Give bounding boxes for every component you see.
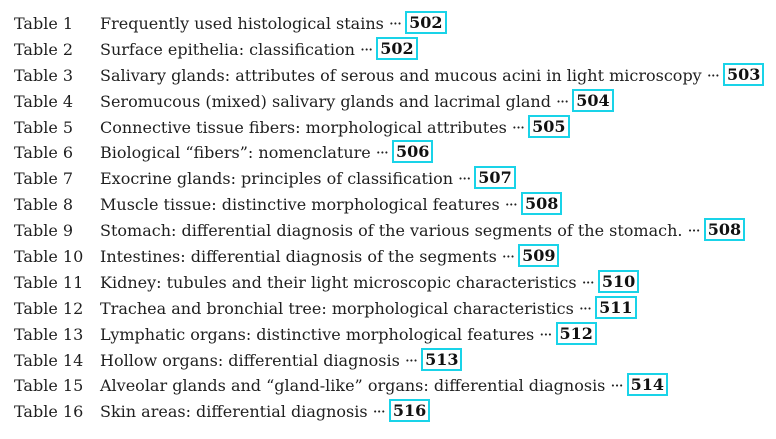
- page-link[interactable]: 503: [722, 62, 765, 86]
- leader-dots: ···: [372, 402, 386, 422]
- page-link[interactable]: 511: [595, 295, 637, 319]
- page-link[interactable]: 502: [376, 36, 418, 60]
- table-title: Muscle tissue: distinctive morphological…: [100, 195, 500, 215]
- table-number: Table 11: [14, 272, 84, 292]
- table-number: Table 2: [14, 39, 74, 59]
- table-number: Table 6: [14, 143, 74, 163]
- table-entry: Biological “fibers”: nomenclature ··· 506: [100, 140, 434, 166]
- page-link[interactable]: 506: [392, 140, 434, 164]
- table-title: Exocrine glands: principles of classific…: [100, 169, 454, 189]
- leader-dots: ···: [578, 298, 592, 318]
- table-entry: Kidney: tubules and their light microsco…: [100, 269, 640, 296]
- page-link[interactable]: 508: [520, 192, 563, 216]
- table-entry: Lymphatic organs: distinctive morphologi…: [100, 321, 597, 348]
- page-link[interactable]: 507: [474, 166, 516, 190]
- table-number: Table 7: [14, 169, 74, 189]
- page-link[interactable]: 505: [528, 114, 570, 138]
- table-title: Lymphatic organs: distinctive morphologi…: [100, 324, 535, 344]
- table-entry: Alveolar glands and “gland-like” organs:…: [100, 373, 669, 399]
- table-number: Table 10: [14, 247, 84, 267]
- leader-dots: ···: [539, 324, 552, 344]
- page-link[interactable]: 504: [572, 88, 614, 112]
- table-title: Frequently used histological stains: [100, 14, 384, 33]
- leader-dots: ···: [359, 39, 373, 59]
- page-link[interactable]: 510: [597, 269, 640, 293]
- leader-dots: ···: [581, 272, 595, 292]
- table-entry: Trachea and bronchial tree: morphologica…: [100, 295, 637, 322]
- table-number: Table 3: [14, 65, 74, 85]
- table-title: Connective tissue fibers: morphological …: [100, 117, 507, 137]
- table-entry: Surface epithelia: classification ··· 502: [100, 36, 418, 63]
- table-entry: Stomach: differential diagnosis of the v…: [100, 218, 746, 244]
- table-number: Table 14: [14, 350, 84, 370]
- table-entry: Intestines: differential diagnosis of th…: [100, 244, 560, 270]
- table-entry: Exocrine glands: principles of classific…: [100, 166, 516, 192]
- table-entry: Seromucous (mixed) salivary glands and l…: [100, 88, 614, 115]
- table-number: Table 12: [14, 298, 84, 318]
- leader-dots: ···: [458, 169, 471, 189]
- table-number: Table 9: [14, 221, 74, 241]
- leader-dots: ···: [610, 376, 623, 396]
- table-number: Table 1: [14, 14, 74, 33]
- leader-dots: ···: [504, 195, 518, 215]
- leader-dots: ···: [375, 143, 389, 163]
- page-link[interactable]: 513: [421, 347, 463, 371]
- table-title: Trachea and bronchial tree: morphologica…: [100, 298, 574, 318]
- table-title: Hollow organs: differential diagnosis: [100, 350, 400, 370]
- page-link[interactable]: 509: [518, 244, 560, 268]
- leader-dots: ···: [687, 221, 700, 241]
- table-entry: Skin areas: differential diagnosis ··· 516: [100, 399, 431, 425]
- table-entry: Hollow organs: differential diagnosis ···…: [100, 347, 463, 374]
- leader-dots: ···: [706, 65, 720, 85]
- table-number: Table 5: [14, 117, 74, 137]
- table-number: Table 8: [14, 195, 74, 215]
- table-title: Stomach: differential diagnosis of the v…: [100, 221, 683, 241]
- table-number: Table 16: [14, 402, 84, 422]
- leader-dots: ···: [501, 247, 515, 267]
- table-entry: Connective tissue fibers: morphological …: [100, 114, 570, 141]
- leader-dots: ···: [404, 350, 418, 370]
- table-title: Biological “fibers”: nomenclature: [100, 143, 371, 163]
- table-title: Intestines: differential diagnosis of th…: [100, 247, 497, 267]
- leader-dots: ···: [555, 91, 569, 111]
- table-entry: Salivary glands: attributes of serous an…: [100, 62, 765, 89]
- page-link[interactable]: 512: [555, 321, 597, 345]
- table-title: Alveolar glands and “gland-like” organs:…: [100, 376, 606, 396]
- table-number: Table 4: [14, 91, 74, 111]
- page-link[interactable]: 502: [405, 11, 447, 34]
- table-entry: Muscle tissue: distinctive morphological…: [100, 192, 563, 218]
- table-title: Surface epithelia: classification: [100, 39, 355, 59]
- page-link[interactable]: 508: [703, 218, 746, 242]
- leader-dots: ···: [511, 117, 525, 137]
- table-title: Skin areas: differential diagnosis: [100, 402, 368, 422]
- table-title: Kidney: tubules and their light microsco…: [100, 272, 577, 292]
- page-link[interactable]: 514: [626, 373, 669, 397]
- page-link[interactable]: 516: [388, 399, 431, 423]
- table-title: Seromucous (mixed) salivary glands and l…: [100, 91, 551, 111]
- table-entry: Frequently used histological stains ··· 50…: [100, 11, 447, 37]
- table-number: Table 13: [14, 324, 84, 344]
- table-number: Table 15: [14, 376, 84, 396]
- leader-dots: ···: [388, 14, 402, 33]
- table-title: Salivary glands: attributes of serous an…: [100, 65, 702, 85]
